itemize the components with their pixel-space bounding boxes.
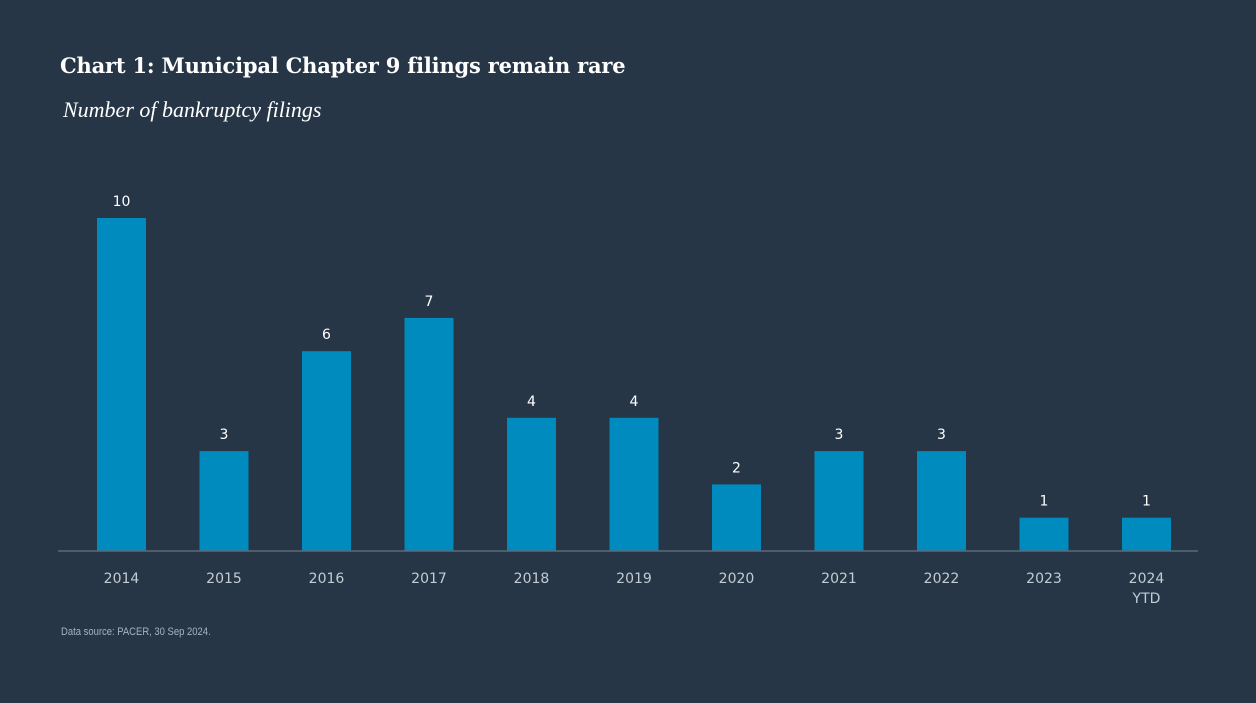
data-source-note: Data source: PACER, 30 Sep 2024. — [61, 626, 211, 638]
bar-value-label: 2 — [732, 460, 741, 476]
bar — [814, 451, 864, 551]
bar — [507, 417, 556, 551]
x-tick-label: 2016 — [309, 571, 345, 587]
x-tick-label: 2017 — [411, 571, 447, 587]
bar-value-label: 7 — [425, 294, 434, 310]
bar-value-label: 3 — [220, 427, 229, 443]
x-tick-label: 2022 — [924, 571, 960, 587]
bar — [302, 351, 351, 551]
bar — [609, 417, 659, 551]
bar-value-label: 10 — [113, 194, 131, 210]
bar — [404, 317, 454, 551]
bars-group — [97, 218, 1171, 551]
chart-title: Chart 1: Municipal Chapter 9 filings rem… — [60, 53, 626, 78]
bar — [917, 451, 966, 551]
x-tick-label: 2020 — [719, 571, 755, 587]
bar — [712, 484, 761, 551]
bar-value-label: 1 — [1142, 494, 1151, 510]
x-tick-label: 2014 — [104, 571, 140, 587]
bar-value-label: 3 — [937, 427, 946, 443]
x-tick-label: 2018 — [514, 571, 550, 587]
bar — [1019, 517, 1069, 551]
bar — [97, 218, 146, 551]
bar-value-label: 6 — [322, 327, 331, 343]
x-tick-label: 2019 — [616, 571, 652, 587]
bar — [1122, 517, 1171, 551]
chart-subtitle: Number of bankruptcy filings — [63, 97, 322, 122]
x-tick-label: 2024 — [1129, 571, 1165, 587]
bar-value-label: 4 — [630, 394, 639, 410]
bar-value-label: 1 — [1040, 494, 1049, 510]
x-tick-label: 2021 — [821, 571, 857, 587]
x-tick-label: YTD — [1132, 591, 1161, 607]
bar — [199, 451, 249, 551]
bar-value-label: 4 — [527, 394, 536, 410]
bar-value-label: 3 — [835, 427, 844, 443]
x-tick-label: 2023 — [1026, 571, 1062, 587]
x-tick-labels-group: 2014 2015 2016 2017 2018 2019 2020 2021 2022 2023… — [104, 571, 1165, 607]
value-labels-group: 10 3 6 7 4 4 2 3 3 1 1 — [113, 194, 1151, 510]
x-tick-label: 2015 — [206, 571, 242, 587]
